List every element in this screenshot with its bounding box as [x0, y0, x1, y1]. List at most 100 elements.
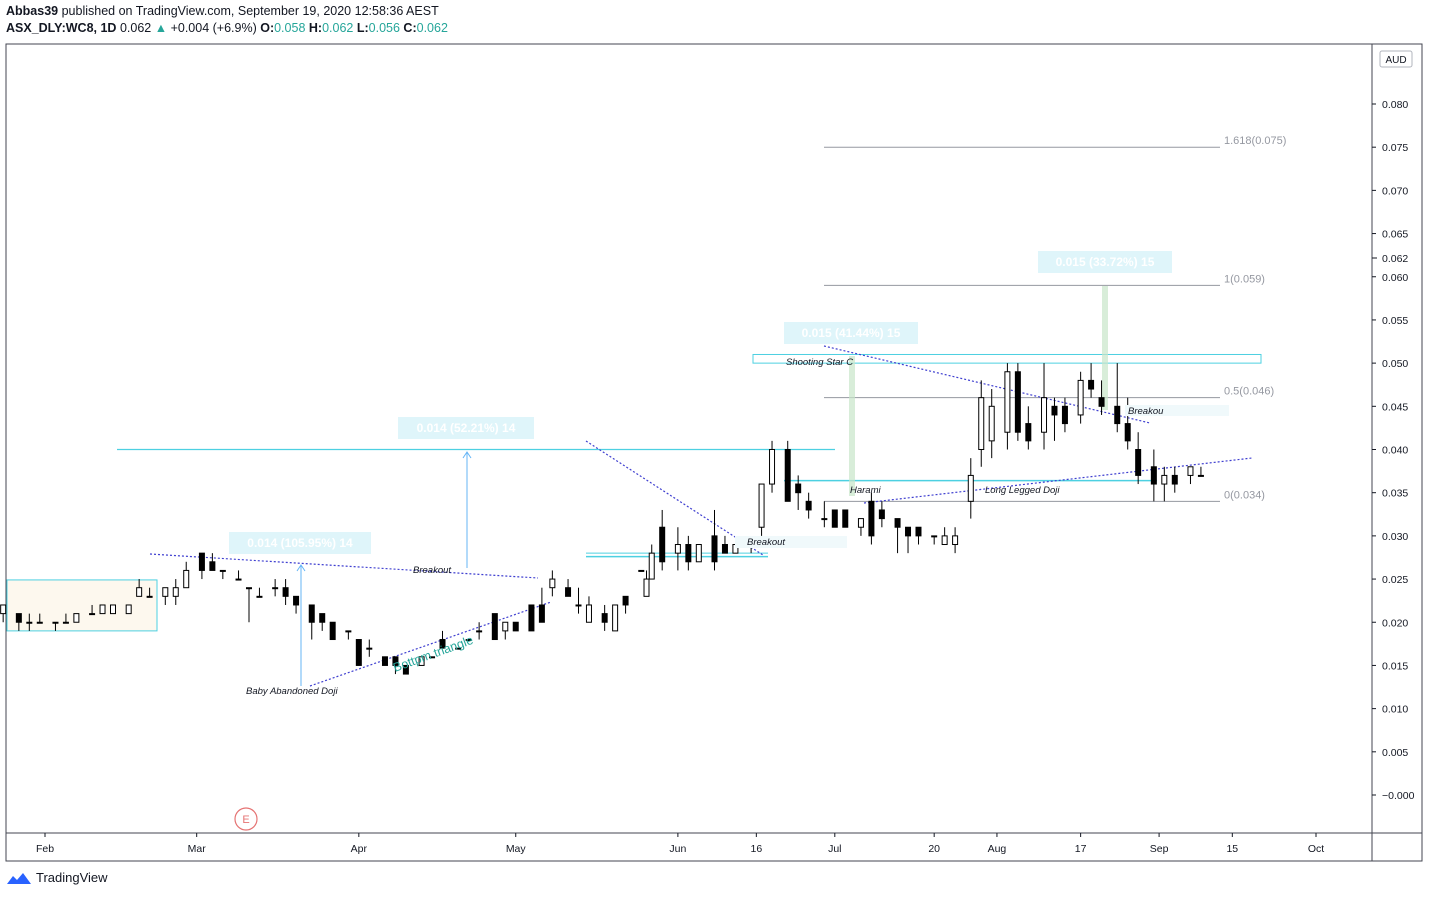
tradingview-footer[interactable]: TradingView: [6, 870, 108, 885]
candle: [329, 621, 336, 641]
candle: [439, 630, 446, 649]
candle: [381, 656, 388, 666]
pattern-label: Shooting Star C: [786, 357, 853, 368]
candle-body: [146, 595, 153, 598]
candle: [622, 595, 629, 614]
candle: [805, 492, 812, 519]
candle: [1135, 432, 1142, 485]
candle-body: [805, 500, 812, 511]
candle: [429, 656, 436, 659]
candle-body: [575, 604, 582, 607]
candle: [1171, 466, 1178, 493]
candle: [1088, 363, 1095, 398]
candle: [245, 587, 252, 623]
candle: [183, 561, 190, 589]
candle: [585, 596, 592, 623]
candle-body: [1171, 474, 1178, 485]
candle: [638, 569, 645, 572]
arrow-head-icon: [462, 451, 472, 459]
measure-label-bg: [398, 417, 534, 439]
candle-body: [329, 621, 336, 641]
candle-body: [502, 621, 509, 632]
candle: [795, 475, 802, 510]
time-tick-label: 16: [750, 843, 762, 855]
candle-body: [978, 397, 985, 450]
time-tick-label: 17: [1075, 843, 1087, 855]
candle-body: [272, 587, 279, 590]
candle: [831, 509, 838, 528]
candle: [648, 544, 655, 580]
brand-name: TradingView: [36, 870, 108, 885]
price-tick-label: 0.035: [1382, 488, 1408, 500]
candle-body: [1124, 423, 1131, 442]
candle-body: [1197, 474, 1204, 477]
candle: [1114, 363, 1121, 433]
up-triangle-icon: ▲: [154, 21, 168, 35]
candle-body: [256, 595, 263, 598]
candle: [538, 587, 545, 623]
candle-body: [198, 552, 205, 571]
pattern-label: Breakout: [413, 565, 451, 576]
pattern-label: Breakou: [1128, 406, 1164, 417]
drawings-layer: [6, 146, 1262, 687]
candle-body: [402, 664, 409, 675]
ohlc-header: ASX_DLY:WC8, 1D 0.062 ▲ +0.004 (+6.9%) O…: [6, 21, 448, 35]
price-tick-label: 0.045: [1382, 401, 1408, 413]
candle-body: [612, 604, 619, 632]
candle-body: [89, 613, 96, 616]
candle-body: [319, 613, 326, 623]
candle-body: [857, 518, 864, 528]
candle: [0, 604, 7, 623]
time-tick-label: Jul: [828, 843, 841, 855]
candle-body: [685, 544, 692, 563]
candle-body: [355, 639, 362, 666]
candle-body: [162, 587, 169, 597]
candle-body: [638, 569, 645, 572]
currency-box[interactable]: [1379, 50, 1413, 68]
trend-line: [149, 553, 539, 579]
candle-body: [172, 587, 179, 597]
earnings-marker[interactable]: [234, 807, 258, 831]
candle: [1004, 363, 1011, 450]
fib-level-label: 0(0.034): [1224, 489, 1265, 501]
candle-body: [842, 509, 849, 528]
candle-body: [476, 630, 483, 633]
candle: [109, 604, 116, 615]
candle-body: [1025, 423, 1032, 442]
candle: [868, 492, 875, 545]
annotation-labels: 1.618(0.075) 1(0.059) 0.5(0.046) 0(0.034) 0.…: [229, 135, 1286, 697]
time-tick-label: 20: [928, 843, 940, 855]
candle-body: [418, 656, 425, 666]
candle: [465, 639, 472, 642]
author-name[interactable]: Abbas39: [6, 4, 59, 18]
candle: [878, 501, 885, 528]
candle-body: [36, 621, 43, 624]
candle-body: [905, 526, 912, 537]
candle: [491, 613, 498, 641]
candle-body: [455, 647, 462, 650]
price-scale[interactable]: 0.080 0.075 0.070 0.065 0.060 0.055 0.050 0.045…: [1372, 99, 1415, 802]
candle-body: [219, 569, 226, 572]
candle: [293, 595, 300, 614]
candle-body: [512, 621, 519, 632]
candle: [355, 639, 362, 666]
candle: [1187, 466, 1194, 485]
label-bg: [735, 536, 847, 548]
price-tick-label: 0.010: [1382, 704, 1408, 716]
candle-body: [52, 621, 59, 624]
measure-label-bg: [1038, 251, 1172, 273]
time-scale[interactable]: Feb Mar Apr May Jun 16 Jul 20 Aug 17 Sep 15 Oct: [36, 833, 1324, 855]
candle-body: [967, 474, 974, 502]
low-value: 0.056: [368, 21, 400, 35]
candle-body: [0, 604, 7, 615]
candle: [15, 613, 22, 631]
candle: [784, 440, 791, 502]
candle-body: [952, 535, 959, 546]
candle-body: [62, 621, 69, 624]
candle: [476, 622, 483, 640]
time-tick-label: May: [506, 843, 527, 855]
candle-body: [988, 405, 995, 442]
candle-body: [345, 630, 352, 633]
candle-body: [931, 535, 938, 538]
